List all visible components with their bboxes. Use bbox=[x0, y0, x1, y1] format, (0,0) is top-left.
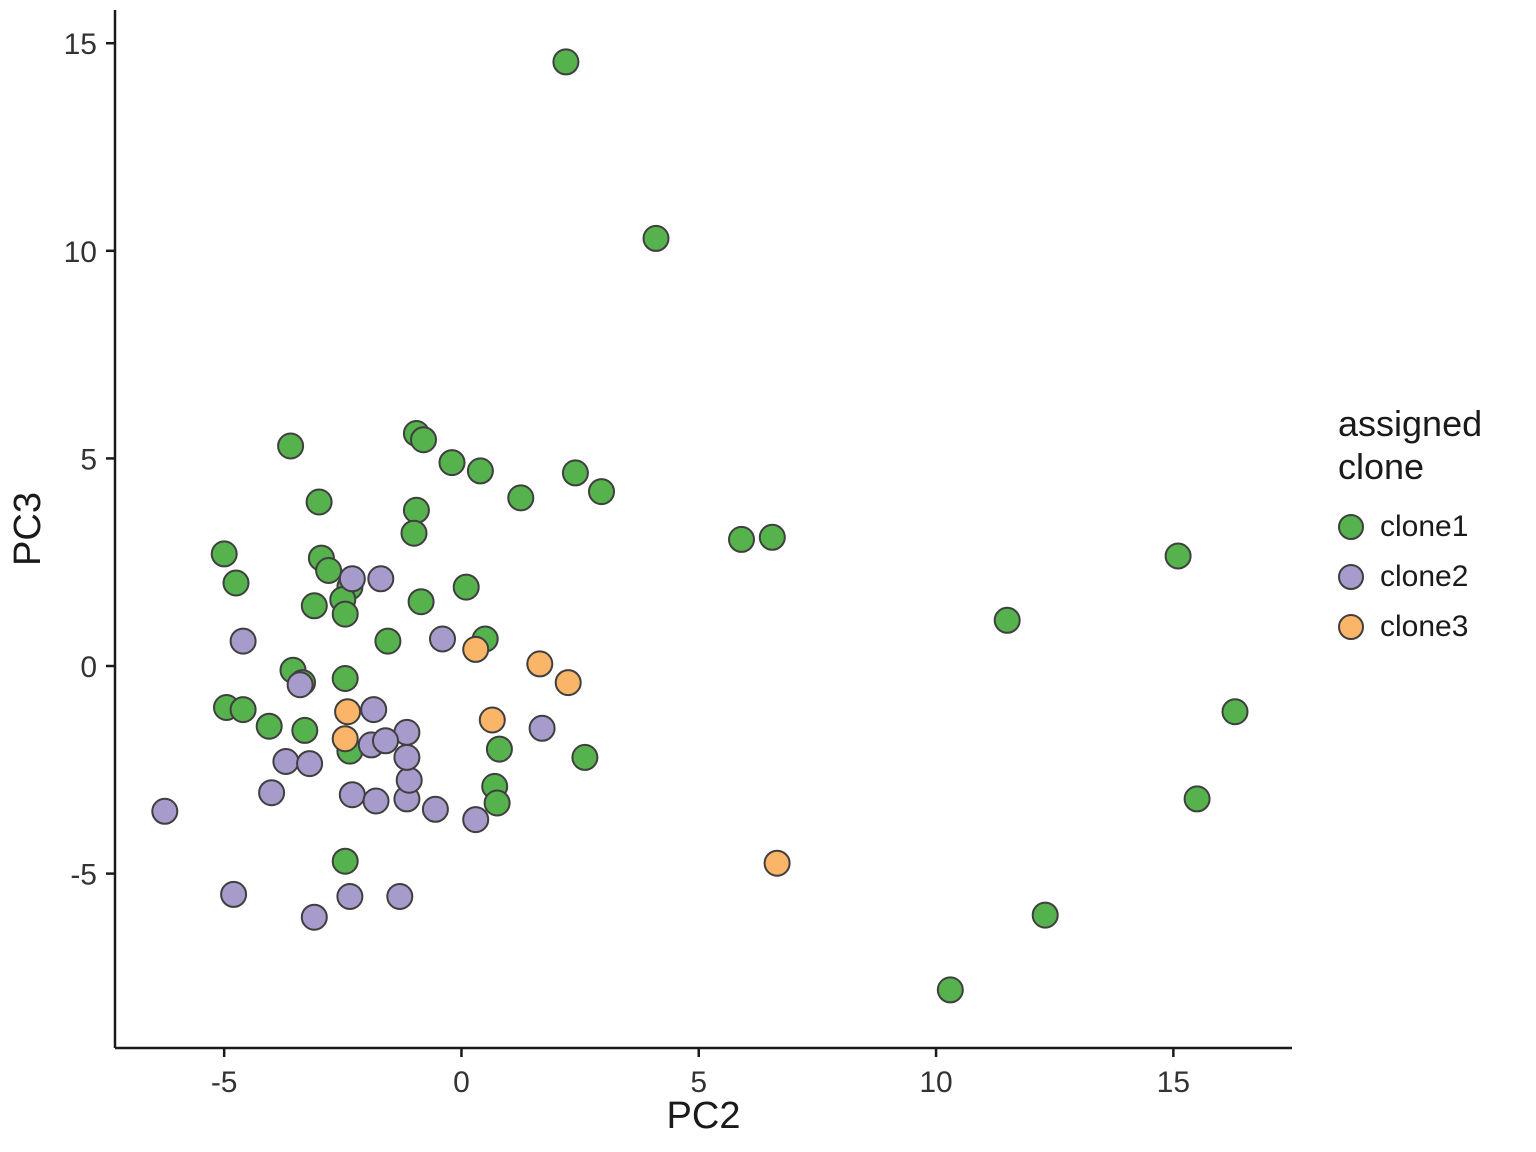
svg-text:10: 10 bbox=[919, 1066, 952, 1099]
svg-text:10: 10 bbox=[64, 236, 97, 269]
legend-label-clone2: clone2 bbox=[1380, 560, 1469, 594]
legend-label-clone1: clone1 bbox=[1380, 510, 1469, 544]
svg-text:5: 5 bbox=[80, 443, 97, 476]
legend-label-clone3: clone3 bbox=[1380, 610, 1469, 644]
svg-text:15: 15 bbox=[1157, 1066, 1190, 1099]
svg-text:0: 0 bbox=[453, 1066, 470, 1099]
legend-swatch-clone2-icon bbox=[1338, 564, 1364, 591]
legend: assigned clone clone1 clone2 clone3 bbox=[1338, 402, 1528, 660]
svg-text:0: 0 bbox=[80, 651, 97, 684]
svg-text:-5: -5 bbox=[70, 859, 97, 892]
svg-text:PC2: PC2 bbox=[667, 1095, 741, 1137]
legend-item-clone1: clone1 bbox=[1338, 510, 1528, 544]
svg-text:5: 5 bbox=[690, 1066, 707, 1099]
svg-text:PC3: PC3 bbox=[7, 492, 49, 566]
svg-text:-5: -5 bbox=[211, 1066, 238, 1099]
legend-swatch-clone3-icon bbox=[1338, 614, 1364, 641]
legend-item-clone2: clone2 bbox=[1338, 560, 1528, 594]
legend-swatch-clone1-icon bbox=[1338, 514, 1364, 541]
svg-text:15: 15 bbox=[64, 28, 97, 61]
legend-item-clone3: clone3 bbox=[1338, 610, 1528, 644]
legend-title: assigned clone bbox=[1338, 403, 1483, 488]
